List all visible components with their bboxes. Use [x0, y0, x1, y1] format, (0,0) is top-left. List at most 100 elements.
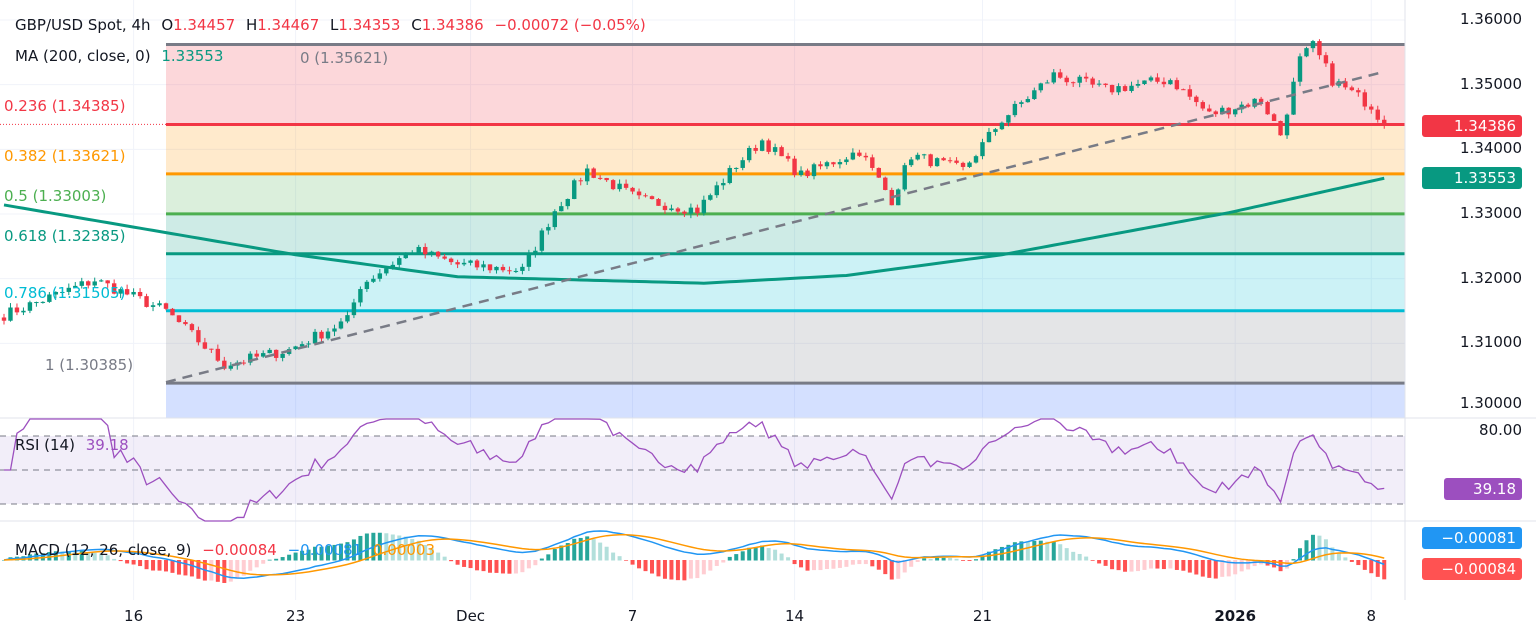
- candle-body: [714, 185, 719, 196]
- macd-histogram-bar: [1356, 560, 1361, 566]
- macd-histogram-bar: [812, 560, 816, 571]
- candle-body: [1297, 56, 1303, 82]
- candle-body: [1148, 77, 1154, 81]
- time-axis-label: 16: [124, 607, 144, 625]
- macd-histogram-bar: [662, 560, 667, 579]
- candle-body: [747, 147, 752, 161]
- candle-body: [1109, 84, 1115, 93]
- macd-histogram-bar: [682, 560, 687, 581]
- candle-body: [591, 168, 596, 178]
- macd-histogram-bar: [928, 559, 933, 561]
- macd-histogram-bar: [86, 552, 91, 561]
- price-axis-label: 1.36000: [1459, 10, 1522, 28]
- candle-body: [1375, 109, 1380, 120]
- macd-histogram-bar: [1246, 560, 1251, 570]
- macd-histogram-bar: [1025, 541, 1030, 561]
- macd-histogram-bar: [287, 554, 292, 561]
- candle-body: [902, 165, 907, 190]
- macd-histogram-bar: [1103, 560, 1108, 566]
- macd-histogram-bar: [416, 540, 421, 561]
- rsi-axis-label: 80.00: [1479, 421, 1522, 439]
- symbol-title[interactable]: GBP/USD Spot, 4h: [15, 16, 151, 34]
- candle-body: [319, 331, 324, 339]
- candle-body: [1168, 80, 1173, 85]
- candle-body: [675, 208, 681, 212]
- macd-histogram-bar: [99, 553, 104, 561]
- candle-body: [468, 260, 473, 263]
- candle-body: [448, 258, 454, 263]
- candle-body: [1284, 114, 1290, 136]
- fib-label-0.5: 0.5 (1.33003): [4, 186, 107, 205]
- macd-histogram-bar: [909, 560, 914, 567]
- candle-body: [299, 344, 305, 347]
- candle-body: [623, 183, 629, 188]
- fib-zone: [166, 173, 1405, 214]
- candle-body: [649, 196, 655, 200]
- candle-body: [507, 270, 512, 272]
- candle-body: [377, 273, 383, 279]
- candle-body: [461, 262, 467, 265]
- macd-histogram-bar: [552, 549, 557, 561]
- time-axis-label: 2026: [1214, 607, 1257, 625]
- macd-histogram-bar: [73, 551, 78, 561]
- candle-body: [695, 207, 700, 214]
- macd-histogram-bar: [390, 534, 395, 561]
- candle-body: [585, 168, 590, 182]
- candle-body: [228, 365, 233, 369]
- candle-body: [79, 281, 84, 286]
- ma-legend: MA (200, close, 0) 1.33553: [15, 47, 229, 65]
- candle-body: [118, 289, 123, 294]
- candle-body: [254, 353, 259, 357]
- macd-histogram-bar: [1369, 560, 1374, 574]
- macd-histogram-bar: [727, 556, 732, 561]
- macd-histogram-bar: [831, 560, 836, 569]
- candle-body: [513, 270, 519, 272]
- candle-body: [137, 291, 143, 297]
- macd-histogram-bar: [1155, 560, 1160, 569]
- macd-histogram-bar: [954, 558, 959, 561]
- ma200-line: [3, 176, 1385, 285]
- macd-histogram-bar: [539, 558, 544, 561]
- rsi-label[interactable]: RSI (14): [15, 436, 75, 454]
- candle-body: [941, 158, 946, 161]
- rsi-tag: 39.18: [1444, 478, 1522, 500]
- candle-body: [954, 160, 959, 163]
- price-axis-label: 1.35000: [1459, 74, 1522, 93]
- candle-body: [701, 199, 707, 214]
- macd-label[interactable]: MACD (12, 26, close, 9): [15, 541, 192, 559]
- macd-histogram-bar: [274, 558, 279, 561]
- candle-body: [863, 155, 869, 158]
- macd-histogram-bar: [669, 560, 674, 580]
- macd-histogram-bar: [857, 560, 862, 565]
- candle-body: [397, 258, 402, 265]
- candle-body: [837, 162, 843, 165]
- macd-histogram-bar: [624, 560, 629, 561]
- candle-body: [474, 260, 480, 268]
- macd-histogram-bar: [889, 560, 894, 580]
- candle-body: [870, 157, 875, 168]
- macd-histogram-bar: [429, 548, 434, 561]
- macd-histogram-bar: [1304, 540, 1309, 561]
- macd-histogram-bar: [824, 560, 829, 570]
- candle-body: [202, 342, 208, 349]
- ma-label[interactable]: MA (200, close, 0): [15, 47, 151, 65]
- macd-histogram-bar: [611, 552, 616, 561]
- macd-histogram-bar: [760, 545, 765, 561]
- macd-histogram-bar: [468, 560, 473, 569]
- macd-histogram-bar: [766, 548, 771, 561]
- candle-body: [811, 164, 817, 177]
- candle-body: [779, 147, 784, 157]
- candle-body: [844, 159, 849, 163]
- candle-body: [92, 281, 97, 286]
- time-axis-label: 23: [286, 607, 306, 625]
- candle-body: [111, 283, 117, 294]
- candle-body: [176, 315, 182, 323]
- macd-histogram-bar: [1239, 560, 1244, 572]
- candle-body: [435, 251, 441, 257]
- macd-histogram-bar: [1298, 548, 1302, 561]
- macd-line: [3, 530, 1385, 580]
- macd-histogram-bar: [513, 560, 518, 574]
- candle-body: [1349, 87, 1355, 91]
- macd-histogram-bar: [799, 560, 804, 568]
